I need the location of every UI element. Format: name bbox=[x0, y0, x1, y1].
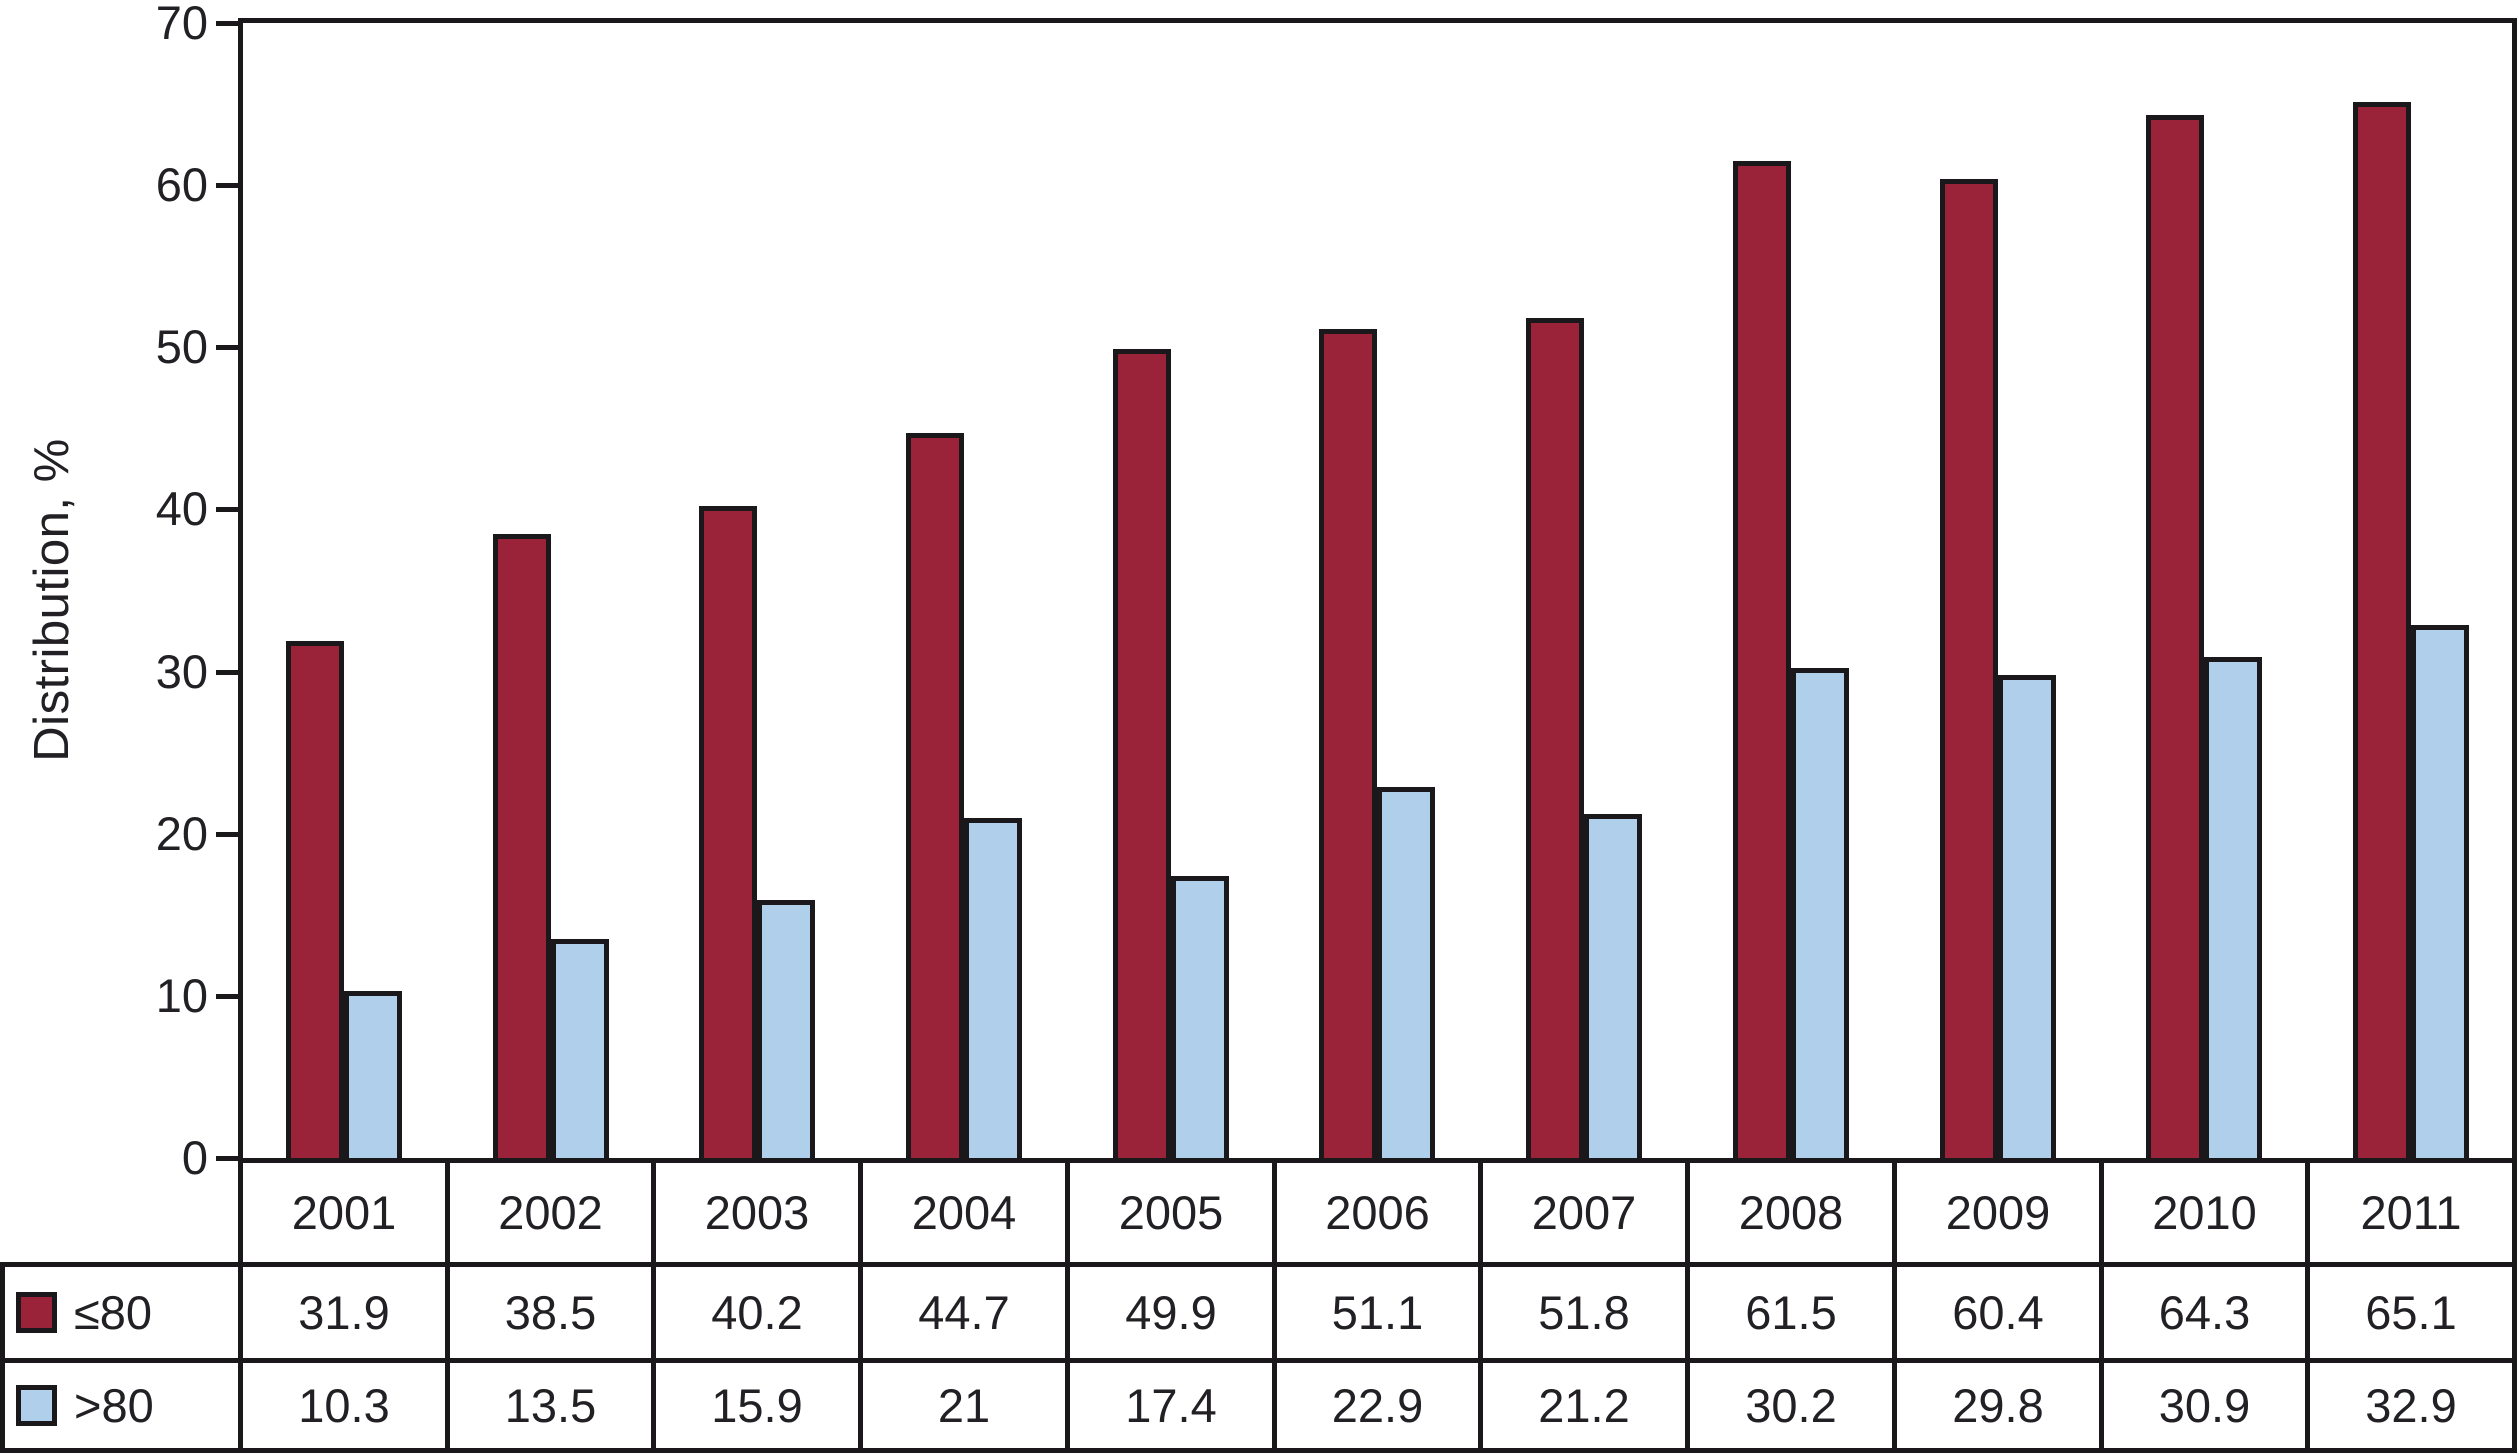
legend-cell-s2: >80 bbox=[0, 1358, 243, 1453]
value-cell-s1: 40.2 bbox=[651, 1262, 863, 1363]
bar-s1-2010 bbox=[2146, 115, 2204, 1163]
y-tick-label: 70 bbox=[155, 0, 208, 49]
y-tick-label: 40 bbox=[155, 482, 208, 535]
y-tick-label: 20 bbox=[155, 807, 208, 860]
value-cell-s2: 17.4 bbox=[1065, 1358, 1277, 1453]
value-cell-s1: 31.9 bbox=[238, 1262, 450, 1363]
bar-s2-2011 bbox=[2411, 625, 2469, 1163]
y-tick-label: 30 bbox=[155, 645, 208, 698]
bar-s2-2003 bbox=[757, 900, 815, 1163]
year-header-cell: 2002 bbox=[445, 1158, 656, 1267]
y-tick-mark bbox=[216, 345, 243, 350]
y-tick-label: 10 bbox=[155, 969, 208, 1022]
y-tick-mark bbox=[216, 1156, 243, 1161]
year-header-cell: 2005 bbox=[1065, 1158, 1277, 1267]
bar-s2-2009 bbox=[1998, 675, 2056, 1163]
value-cell-s1: 51.8 bbox=[1478, 1262, 1690, 1363]
year-header-cell: 2004 bbox=[858, 1158, 1070, 1267]
year-header-cell: 2008 bbox=[1685, 1158, 1897, 1267]
bar-s1-2007 bbox=[1526, 318, 1584, 1163]
value-cell-s1: 65.1 bbox=[2305, 1262, 2517, 1363]
bar-s2-2010 bbox=[2204, 657, 2262, 1163]
value-cell-s1: 61.5 bbox=[1685, 1262, 1897, 1363]
y-tick-mark bbox=[216, 994, 243, 999]
bar-s1-2006 bbox=[1319, 329, 1377, 1163]
year-header-cell: 2010 bbox=[2099, 1158, 2310, 1267]
bar-s2-2004 bbox=[964, 818, 1022, 1163]
value-cell-s2: 29.8 bbox=[1892, 1358, 2104, 1453]
legend-swatch-s1-icon bbox=[16, 1292, 57, 1333]
y-tick-label: 50 bbox=[155, 320, 208, 373]
y-tick-mark bbox=[216, 832, 243, 837]
value-cell-s2: 30.2 bbox=[1685, 1358, 1897, 1453]
value-cell-s1: 51.1 bbox=[1272, 1262, 1483, 1363]
bar-s1-2003 bbox=[699, 506, 757, 1163]
year-header-cell: 2003 bbox=[651, 1158, 863, 1267]
bar-s2-2002 bbox=[551, 939, 609, 1163]
bar-s1-2009 bbox=[1940, 179, 1998, 1163]
bar-s2-2007 bbox=[1584, 814, 1642, 1163]
value-cell-s2: 22.9 bbox=[1272, 1358, 1483, 1453]
bar-s2-2006 bbox=[1377, 787, 1435, 1163]
value-cell-s2: 15.9 bbox=[651, 1358, 863, 1453]
value-cell-s1: 64.3 bbox=[2099, 1262, 2310, 1363]
bar-s1-2002 bbox=[493, 534, 551, 1163]
value-cell-s2: 13.5 bbox=[445, 1358, 656, 1453]
year-header-cell: 2011 bbox=[2305, 1158, 2517, 1267]
year-header-cell: 2009 bbox=[1892, 1158, 2104, 1267]
value-cell-s1: 44.7 bbox=[858, 1262, 1070, 1363]
value-cell-s2: 30.9 bbox=[2099, 1358, 2310, 1453]
bar-s2-2008 bbox=[1791, 668, 1849, 1163]
value-cell-s1: 49.9 bbox=[1065, 1262, 1277, 1363]
year-header-cell: 2001 bbox=[238, 1158, 450, 1267]
bar-s1-2005 bbox=[1113, 349, 1171, 1163]
y-tick-mark bbox=[216, 21, 243, 26]
bar-s1-2011 bbox=[2353, 102, 2411, 1163]
y-tick-mark bbox=[216, 183, 243, 188]
y-tick-mark bbox=[216, 670, 243, 675]
value-cell-s2: 21.2 bbox=[1478, 1358, 1690, 1453]
value-cell-s2: 32.9 bbox=[2305, 1358, 2517, 1453]
year-header-cell: 2007 bbox=[1478, 1158, 1690, 1267]
year-header-cell: 2006 bbox=[1272, 1158, 1483, 1267]
value-cell-s1: 60.4 bbox=[1892, 1262, 2104, 1363]
value-cell-s1: 38.5 bbox=[445, 1262, 656, 1363]
y-tick-mark bbox=[216, 507, 243, 512]
bar-s2-2001 bbox=[344, 991, 402, 1163]
value-cell-s2: 10.3 bbox=[238, 1358, 450, 1453]
legend-label: >80 bbox=[74, 1379, 154, 1432]
y-axis-title: Distribution, % bbox=[25, 438, 79, 762]
bar-s1-2004 bbox=[906, 433, 964, 1163]
bar-s2-2005 bbox=[1171, 876, 1229, 1163]
y-tick-label: 60 bbox=[155, 158, 208, 211]
y-tick-label: 0 bbox=[181, 1131, 208, 1184]
legend-label: ≤80 bbox=[74, 1286, 153, 1339]
bar-s1-2008 bbox=[1733, 161, 1791, 1163]
bar-s1-2001 bbox=[286, 641, 344, 1163]
legend-swatch-s2-icon bbox=[16, 1385, 57, 1426]
value-cell-s2: 21 bbox=[858, 1358, 1070, 1453]
legend-cell-s1: ≤80 bbox=[0, 1262, 243, 1363]
